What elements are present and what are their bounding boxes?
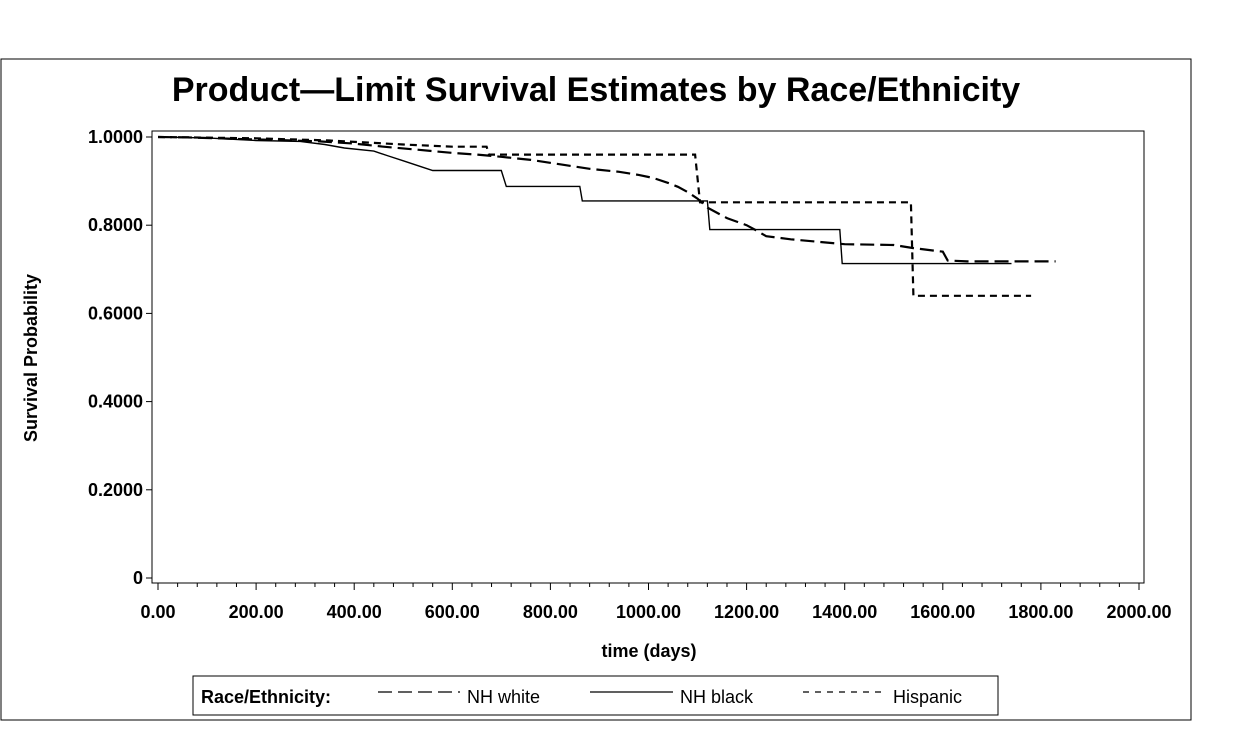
plot-area <box>151 130 1145 584</box>
x-tick-label: 1000.00 <box>616 602 681 622</box>
x-tick-label: 1600.00 <box>910 602 975 622</box>
y-tick-label: 0.4000 <box>88 392 143 412</box>
x-tick-label: 400.00 <box>327 602 382 622</box>
y-tick-label: 1.0000 <box>88 127 143 147</box>
series-layer <box>157 135 1056 297</box>
x-tick-label: 1800.00 <box>1008 602 1073 622</box>
legend-box <box>192 675 999 716</box>
x-tick-label: 1400.00 <box>812 602 877 622</box>
x-tick-label: 2000.00 <box>1106 602 1171 622</box>
legend-label-nh-white: NH white <box>467 687 540 707</box>
chart-title: Product—Limit Survival Estimates by Race… <box>172 71 1020 109</box>
legend-label-hispanic: Hispanic <box>893 687 962 707</box>
x-tick-label: 1200.00 <box>714 602 779 622</box>
x-tick-label: 600.00 <box>425 602 480 622</box>
y-tick-label: 0.8000 <box>88 215 143 235</box>
x-tick-label: 200.00 <box>229 602 284 622</box>
series-line-nh-white <box>157 135 1056 263</box>
y-tick-label: 0.2000 <box>88 480 143 500</box>
legend-label-nh-black: NH black <box>680 687 754 707</box>
x-tick-label: 800.00 <box>523 602 578 622</box>
legend: Race/Ethnicity: NH white NH black Hispan… <box>192 675 999 716</box>
y-axis: 0 0.2000 0.4000 0.6000 0.8000 1.0000 <box>88 127 152 588</box>
y-tick-label: 0.6000 <box>88 303 143 323</box>
series-line-hispanic <box>157 135 1032 297</box>
legend-title: Race/Ethnicity: <box>201 687 331 707</box>
x-tick-label: 0.00 <box>140 602 175 622</box>
x-axis: 0.00 200.00 400.00 600.00 800.00 1000.00 1200.… <box>140 583 1172 622</box>
y-tick-label: 0 <box>133 568 143 588</box>
series-line-nh-black <box>157 136 1012 265</box>
y-axis-label: Survival Probability <box>21 274 41 442</box>
outer-frame <box>0 58 1192 721</box>
x-axis-label: time (days) <box>601 641 696 661</box>
